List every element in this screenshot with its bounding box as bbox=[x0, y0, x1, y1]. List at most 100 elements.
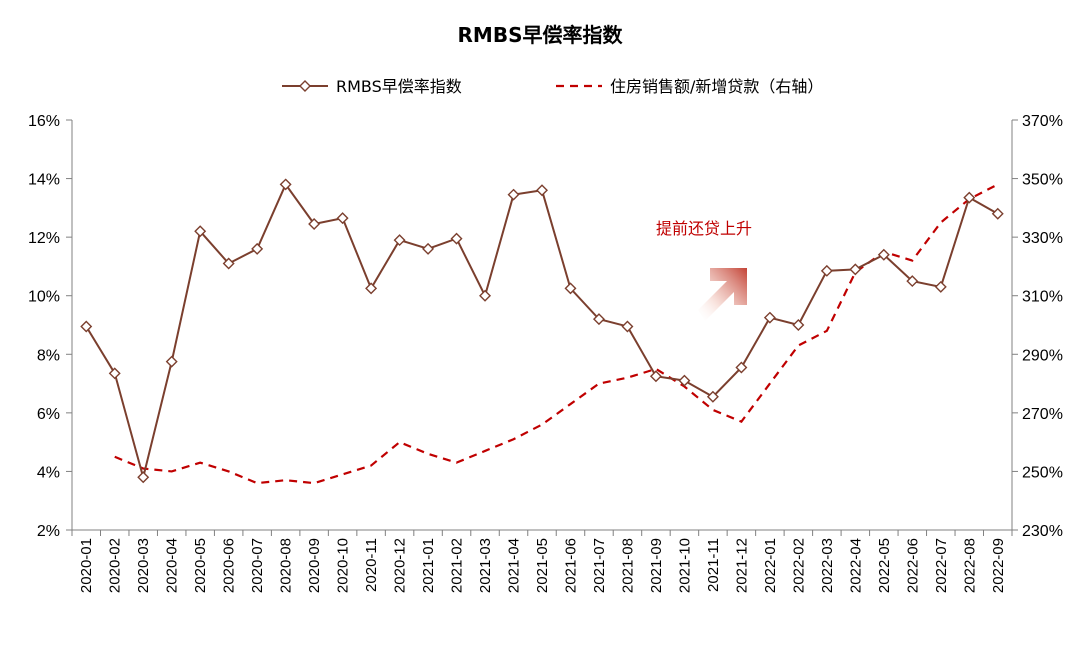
series-rmbs-point bbox=[877, 248, 890, 261]
trend-arrow-icon bbox=[698, 268, 747, 321]
x-tick-label: 2021-10 bbox=[676, 538, 693, 593]
y-left-tick-label: 16% bbox=[28, 113, 60, 130]
x-tick-label: 2020-11 bbox=[363, 538, 380, 592]
series-rmbs-point bbox=[507, 188, 520, 201]
series-rmbs-point bbox=[763, 311, 776, 324]
series-rmbs-point bbox=[165, 355, 178, 368]
series-rmbs-point bbox=[706, 390, 719, 403]
x-tick-label: 2020-05 bbox=[192, 538, 209, 593]
x-tick-label: 2020-02 bbox=[107, 538, 124, 593]
series-rmbs-point bbox=[479, 289, 492, 302]
series-rmbs-point bbox=[222, 257, 235, 270]
x-tick-label: 2022-06 bbox=[904, 538, 921, 593]
y-axis-right: 230% 250% 270% 290% 310% 330% 350% 370% bbox=[1012, 113, 1063, 540]
series-rmbs-point bbox=[649, 370, 662, 383]
y-right-tick-label: 330% bbox=[1022, 230, 1063, 247]
chart-title: RMBS早偿率指数 bbox=[458, 23, 624, 47]
x-tick-label: 2022-04 bbox=[847, 538, 864, 593]
series-rmbs-point bbox=[564, 282, 577, 295]
x-tick-label: 2021-01 bbox=[420, 538, 437, 593]
series-rmbs bbox=[80, 178, 1004, 484]
x-tick-label: 2021-07 bbox=[591, 538, 608, 593]
series-rmbs-point bbox=[450, 232, 463, 245]
y-axis-left: 2% 4% 6% 8% 10% 12% 14% 16% bbox=[28, 113, 72, 540]
legend: RMBS早偿率指数 住房销售额/新增贷款（右轴） bbox=[282, 77, 823, 96]
y-right-tick-label: 370% bbox=[1022, 113, 1063, 130]
series-rmbs-point bbox=[365, 282, 378, 295]
series-rmbs-point bbox=[906, 275, 919, 288]
x-tick-label: 2021-08 bbox=[619, 538, 636, 593]
x-tick-label: 2020-08 bbox=[278, 538, 295, 593]
series-rmbs-point bbox=[108, 367, 121, 380]
legend-label-rmbs: RMBS早偿率指数 bbox=[336, 77, 462, 96]
series-rmbs-point bbox=[251, 242, 264, 255]
x-tick-label: 2020-12 bbox=[392, 538, 409, 593]
x-tick-label: 2021-11 bbox=[705, 538, 722, 592]
x-tick-label: 2020-09 bbox=[306, 538, 323, 593]
annotation: 提前还贷上升 bbox=[656, 219, 752, 321]
series-rmbs-point bbox=[536, 184, 548, 197]
y-left-tick-label: 2% bbox=[37, 523, 60, 540]
series-housing-line bbox=[114, 183, 999, 485]
y-left-tick-label: 14% bbox=[28, 172, 60, 189]
y-right-tick-label: 270% bbox=[1022, 406, 1063, 423]
x-tick-label: 2020-04 bbox=[164, 538, 181, 593]
series-rmbs-point bbox=[820, 264, 833, 277]
series-rmbs-point bbox=[934, 280, 947, 293]
series-rmbs-point bbox=[194, 225, 207, 238]
x-tick-label: 2020-01 bbox=[78, 538, 95, 593]
legend-label-housing: 住房销售额/新增贷款（右轴） bbox=[610, 77, 823, 96]
x-tick-label: 2021-02 bbox=[449, 538, 466, 593]
x-tick-label: 2020-10 bbox=[335, 538, 352, 593]
x-tick-label: 2021-03 bbox=[477, 538, 494, 593]
y-right-tick-label: 290% bbox=[1022, 347, 1063, 364]
y-right-tick-label: 350% bbox=[1022, 172, 1063, 189]
x-tick-label: 2021-09 bbox=[648, 538, 665, 593]
series-rmbs-line bbox=[85, 182, 999, 482]
x-tick-label: 2021-05 bbox=[534, 538, 551, 593]
y-right-tick-label: 230% bbox=[1022, 523, 1063, 540]
legend-item-rmbs: RMBS早偿率指数 bbox=[282, 77, 462, 96]
axes bbox=[71, 120, 1013, 531]
x-tick-label: 2022-03 bbox=[819, 538, 836, 593]
series-rmbs-point bbox=[792, 319, 805, 331]
annotation-text: 提前还贷上升 bbox=[656, 219, 752, 238]
y-left-tick-label: 8% bbox=[37, 347, 60, 364]
series-rmbs-point bbox=[678, 374, 691, 387]
y-left-tick-label: 6% bbox=[37, 406, 60, 423]
x-axis: 2020-01 2020-02 2020-03 2020-04 2020-05 2020-… bbox=[71, 530, 1013, 593]
x-tick-label: 2020-06 bbox=[221, 538, 238, 593]
x-tick-label: 2021-04 bbox=[506, 538, 523, 593]
legend-marker-rmbs bbox=[299, 80, 311, 92]
series-rmbs-point bbox=[308, 217, 321, 230]
y-left-tick-label: 10% bbox=[28, 289, 60, 306]
series-rmbs-point bbox=[963, 191, 976, 204]
x-tick-label: 2022-01 bbox=[762, 538, 779, 593]
x-tick-label: 2022-07 bbox=[933, 538, 950, 593]
series-rmbs-point bbox=[735, 361, 748, 374]
series-rmbs-point bbox=[137, 471, 150, 484]
y-left-tick-label: 12% bbox=[28, 230, 60, 247]
y-right-tick-label: 250% bbox=[1022, 464, 1063, 481]
x-tick-label: 2021-12 bbox=[733, 538, 750, 593]
series-rmbs-point bbox=[422, 242, 435, 255]
series-housing bbox=[114, 183, 999, 485]
x-tick-label: 2021-06 bbox=[562, 538, 579, 593]
x-tick-label: 2022-08 bbox=[961, 538, 978, 593]
series-rmbs-point bbox=[393, 234, 406, 247]
series-rmbs-point bbox=[336, 212, 349, 225]
series-rmbs-point bbox=[592, 313, 605, 326]
series-rmbs-point bbox=[80, 320, 93, 333]
y-right-tick-label: 310% bbox=[1022, 289, 1063, 306]
legend-item-housing: 住房销售额/新增贷款（右轴） bbox=[556, 77, 823, 96]
series-rmbs-point bbox=[991, 207, 1004, 220]
series-rmbs-point bbox=[849, 263, 862, 276]
series-rmbs-point bbox=[621, 320, 634, 333]
y-left-tick-label: 4% bbox=[37, 464, 60, 481]
x-tick-label: 2020-07 bbox=[249, 538, 266, 593]
x-tick-label: 2022-05 bbox=[876, 538, 893, 593]
x-tick-label: 2020-03 bbox=[135, 538, 152, 593]
series-rmbs-point bbox=[279, 178, 292, 191]
x-tick-label: 2022-09 bbox=[990, 538, 1007, 593]
